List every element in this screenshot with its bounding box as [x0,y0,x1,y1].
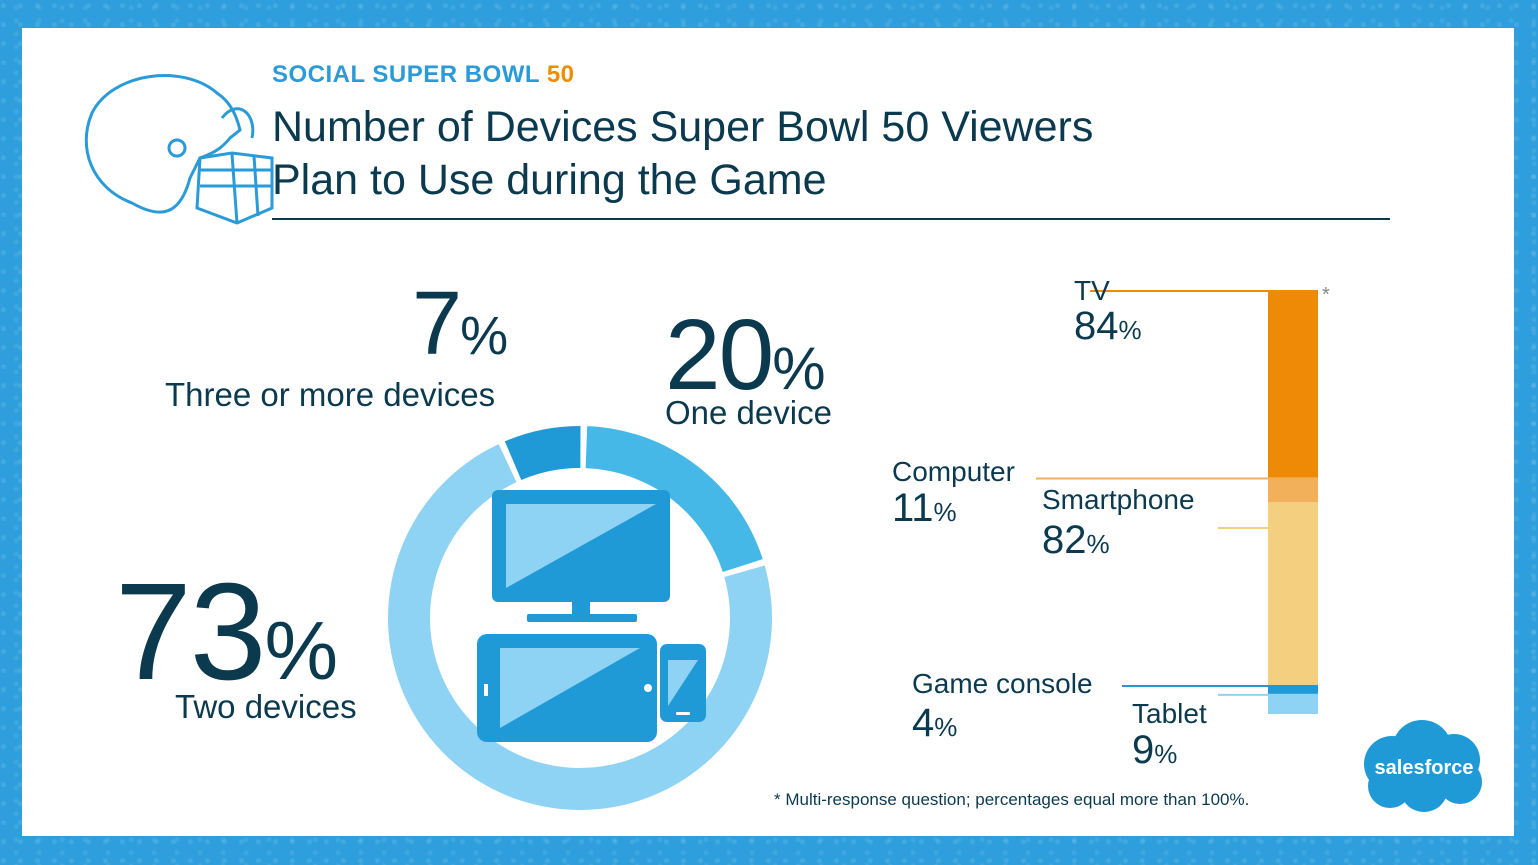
donut-slice-one-device [585,426,763,573]
three-plus-label: Three or more devices [165,376,496,413]
bar-label-smartphone: Smartphone [1042,484,1195,515]
bar-value-game-console: 4% [912,701,958,745]
footnote: * Multi-response question; percentages e… [774,790,1250,809]
bar-segment-computer [1268,477,1318,502]
one-device-label: One device [665,394,832,431]
bar-label-tablet: Tablet [1132,698,1207,729]
bar-label-computer: Computer [892,456,1015,487]
page-title: Number of Devices Super Bowl 50 Viewers … [272,101,1093,207]
title-line-2: Plan to Use during the Game [272,156,827,204]
infographic-card: SOCIAL SUPER BOWL 50 Number of Devices S… [22,28,1514,836]
two-devices-label: Two devices [175,688,357,725]
bar-value-computer: 11% [892,486,957,530]
two-devices-value: 73% [115,555,339,709]
devices-illustration-icon [477,490,706,742]
one-device-value: 20% [665,299,826,411]
eyebrow-label: SOCIAL SUPER BOWL 50 [272,61,575,89]
bar-label-game-console: Game console [912,668,1093,699]
bar-label-tv: TV [1074,275,1110,306]
three-plus-value: 7% [412,274,509,374]
bar-segment-smartphone [1268,502,1318,685]
eyebrow-text: SOCIAL SUPER BOWL [272,61,540,88]
logo-text: salesforce [1375,757,1474,779]
bar-value-tablet: 9% [1132,728,1178,772]
bar-segment-tv [1268,290,1318,478]
bar-segment-game-console [1268,684,1318,694]
donut-chart [388,426,772,810]
bar-segment-tablet [1268,693,1318,714]
eyebrow-number: 50 [546,61,575,88]
multi-response-asterisk: * [1322,284,1330,306]
salesforce-logo: salesforce [1364,720,1482,812]
donut-slice-three-or-more-devices [504,426,581,480]
title-line-1: Number of Devices Super Bowl 50 Viewers [272,103,1094,151]
football-helmet-icon [84,74,274,225]
title-divider [272,218,1390,220]
bar-value-smartphone: 82% [1042,518,1110,562]
bar-value-tv: 84% [1074,304,1142,348]
